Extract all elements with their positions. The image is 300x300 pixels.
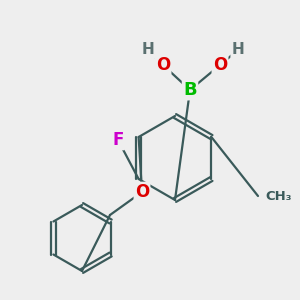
Text: H: H: [142, 43, 154, 58]
Text: F: F: [112, 131, 124, 149]
Text: O: O: [135, 183, 149, 201]
Text: H: H: [232, 43, 244, 58]
Text: CH₃: CH₃: [265, 190, 292, 202]
Text: O: O: [213, 56, 227, 74]
Text: B: B: [183, 81, 197, 99]
Text: O: O: [156, 56, 170, 74]
